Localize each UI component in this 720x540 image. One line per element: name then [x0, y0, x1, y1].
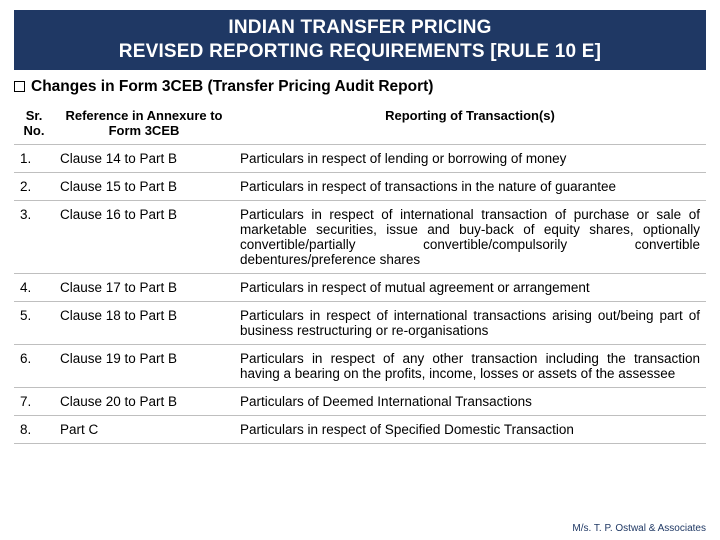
- table-row: 4. Clause 17 to Part B Particulars in re…: [14, 273, 706, 301]
- col-header-ref: Reference in Annexure to Form 3CEB: [54, 102, 234, 145]
- table-row: 2. Clause 15 to Part B Particulars in re…: [14, 172, 706, 200]
- cell-sr: 3.: [14, 200, 54, 273]
- cell-rep: Particulars in respect of international …: [234, 301, 706, 344]
- cell-rep: Particulars in respect of lending or bor…: [234, 144, 706, 172]
- cell-ref: Clause 15 to Part B: [54, 172, 234, 200]
- table-row: 1. Clause 14 to Part B Particulars in re…: [14, 144, 706, 172]
- cell-sr: 1.: [14, 144, 54, 172]
- cell-sr: 4.: [14, 273, 54, 301]
- table-row: 7. Clause 20 to Part B Particulars of De…: [14, 387, 706, 415]
- cell-ref: Clause 17 to Part B: [54, 273, 234, 301]
- table-row: 5. Clause 18 to Part B Particulars in re…: [14, 301, 706, 344]
- cell-rep: Particulars in respect of international …: [234, 200, 706, 273]
- cell-sr: 5.: [14, 301, 54, 344]
- cell-rep: Particulars in respect of Specified Dome…: [234, 415, 706, 443]
- cell-sr: 7.: [14, 387, 54, 415]
- square-bullet-icon: [14, 81, 25, 92]
- table-row: 6. Clause 19 to Part B Particulars in re…: [14, 344, 706, 387]
- cell-ref: Clause 14 to Part B: [54, 144, 234, 172]
- cell-ref: Clause 18 to Part B: [54, 301, 234, 344]
- col-header-sr: Sr. No.: [14, 102, 54, 145]
- cell-rep: Particulars of Deemed International Tran…: [234, 387, 706, 415]
- subtitle-text: Changes in Form 3CEB (Transfer Pricing A…: [31, 78, 433, 96]
- cell-sr: 6.: [14, 344, 54, 387]
- table-row: 8. Part C Particulars in respect of Spec…: [14, 415, 706, 443]
- cell-rep: Particulars in respect of transactions i…: [234, 172, 706, 200]
- reporting-table: Sr. No. Reference in Annexure to Form 3C…: [14, 102, 706, 444]
- cell-sr: 8.: [14, 415, 54, 443]
- cell-rep: Particulars in respect of mutual agreeme…: [234, 273, 706, 301]
- cell-ref: Clause 20 to Part B: [54, 387, 234, 415]
- col-header-rep: Reporting of Transaction(s): [234, 102, 706, 145]
- subtitle-row: Changes in Form 3CEB (Transfer Pricing A…: [14, 78, 706, 96]
- cell-sr: 2.: [14, 172, 54, 200]
- table-header-row: Sr. No. Reference in Annexure to Form 3C…: [14, 102, 706, 145]
- cell-rep: Particulars in respect of any other tran…: [234, 344, 706, 387]
- cell-ref: Clause 19 to Part B: [54, 344, 234, 387]
- title-bar: INDIAN TRANSFER PRICING REVISED REPORTIN…: [14, 10, 706, 70]
- cell-ref: Clause 16 to Part B: [54, 200, 234, 273]
- title-line-2: REVISED REPORTING REQUIREMENTS [RULE 10 …: [22, 40, 698, 64]
- table-row: 3. Clause 16 to Part B Particulars in re…: [14, 200, 706, 273]
- footer-credit: M/s. T. P. Ostwal & Associates: [572, 523, 706, 534]
- cell-ref: Part C: [54, 415, 234, 443]
- slide-page: INDIAN TRANSFER PRICING REVISED REPORTIN…: [0, 0, 720, 540]
- title-line-1: INDIAN TRANSFER PRICING: [22, 16, 698, 40]
